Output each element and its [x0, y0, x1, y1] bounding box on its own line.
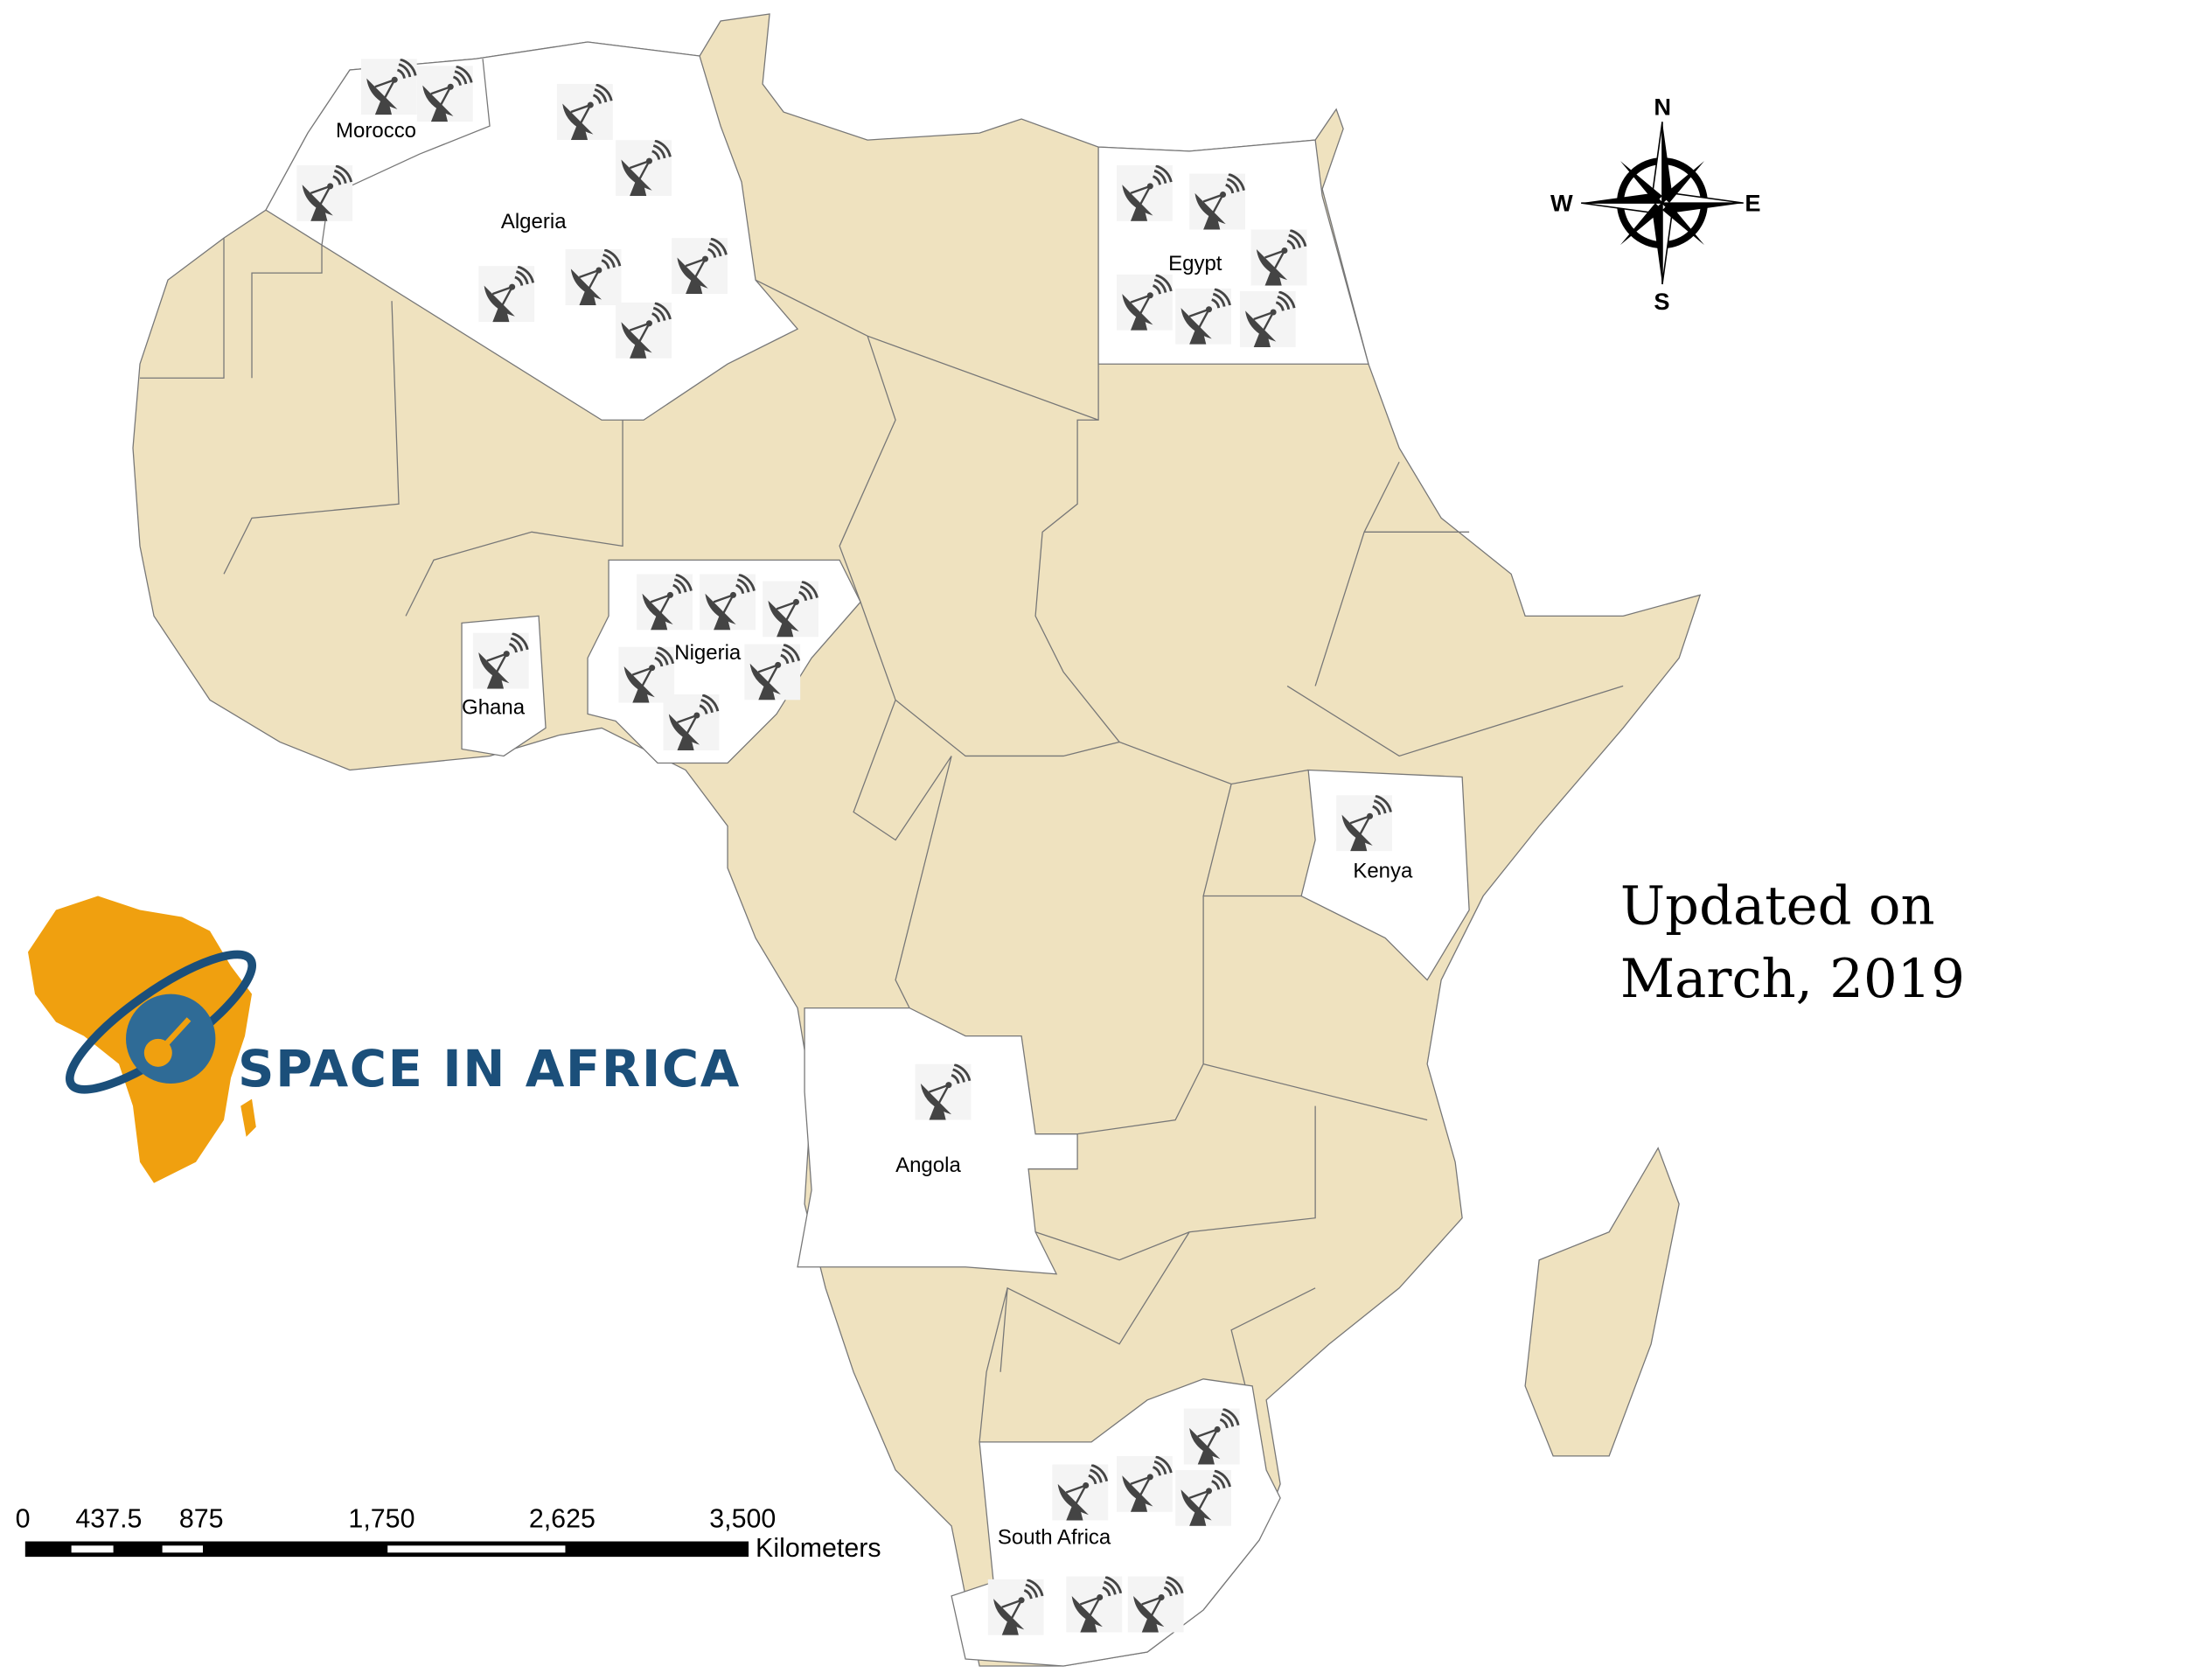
- scale-label-2: 875: [179, 1504, 224, 1534]
- label-kenya: Kenya: [1353, 860, 1413, 883]
- scale-label-3: 1,750: [348, 1504, 414, 1534]
- satellite-dish-icon: [744, 644, 801, 701]
- satellite-dish-icon: [360, 59, 417, 115]
- scale-label-0: 0: [16, 1504, 31, 1534]
- compass-rose: N S E W: [1550, 93, 1761, 315]
- satellite-dish-icon: [1127, 1576, 1184, 1633]
- satellite-dish-icon: [763, 581, 819, 638]
- satellite-dish-icon: [565, 248, 622, 305]
- satellite-dish-icon: [1336, 795, 1393, 852]
- satellite-dish-icon: [556, 84, 613, 141]
- satellite-dish-icon: [637, 574, 693, 631]
- satellite-dish-icon: [296, 164, 353, 221]
- label-south-africa: South Africa: [998, 1526, 1111, 1550]
- satellite-dish-icon: [663, 694, 720, 751]
- satellite-dish-icon: [616, 140, 672, 197]
- updated-line-1: Updated on: [1620, 876, 1935, 938]
- satellite-dish-icon: [1189, 173, 1246, 230]
- satellite-dish-icon: [1116, 274, 1173, 331]
- label-egypt: Egypt: [1168, 252, 1222, 275]
- satellite-dish-icon: [1052, 1464, 1109, 1521]
- satellite-dish-icon: [478, 266, 535, 323]
- country-angola: [797, 1007, 1078, 1275]
- madagascar: [1524, 1147, 1680, 1457]
- label-algeria: Algeria: [501, 210, 567, 234]
- updated-note: Updated on March, 2019: [1620, 876, 1965, 1010]
- compass-n: N: [1654, 93, 1671, 120]
- satellite-dish-icon: [1116, 164, 1173, 221]
- africa-landmass: [132, 13, 1702, 1667]
- label-morocco: Morocco: [336, 119, 416, 143]
- compass-w: W: [1550, 190, 1573, 217]
- satellite-dish-icon: [1116, 1455, 1173, 1512]
- compass-e: E: [1745, 190, 1760, 217]
- satellite-dish-icon: [700, 574, 756, 631]
- satellite-dish-icon: [1250, 229, 1307, 286]
- satellite-dish-icon: [1066, 1576, 1123, 1633]
- scale-label-5: 3,500: [709, 1504, 776, 1534]
- satellite-dish-icon: [1175, 1469, 1232, 1526]
- scale-bar: 0 437.5 875 1,750 2,625 3,500 Kilometers: [16, 1504, 881, 1564]
- scale-unit: Kilometers: [756, 1533, 881, 1563]
- updated-line-2: March, 2019: [1620, 949, 1965, 1010]
- scale-label-1: 437.5: [75, 1504, 142, 1534]
- label-angola: Angola: [895, 1154, 961, 1177]
- satellite-dish-icon: [616, 302, 672, 359]
- label-ghana: Ghana: [462, 695, 526, 719]
- satellite-dish-icon: [416, 66, 473, 122]
- country-labels: Morocco Algeria Egypt Nigeria Ghana Keny…: [336, 119, 1413, 1550]
- satellite-dish-icon: [1239, 290, 1296, 348]
- satellite-dish-icon: [1175, 288, 1232, 345]
- label-nigeria: Nigeria: [674, 641, 742, 665]
- satellite-dish-icon: [672, 238, 728, 295]
- scale-label-4: 2,625: [529, 1504, 596, 1534]
- satellite-dish-icon: [472, 632, 529, 689]
- compass-star-icon: [1581, 122, 1744, 285]
- compass-s: S: [1654, 288, 1669, 315]
- satellite-dish-icon: [915, 1063, 972, 1120]
- satellite-dish-icon: [1183, 1408, 1240, 1465]
- logo-text: SPACE IN AFRICA: [238, 1040, 741, 1098]
- satellite-dish-icon: [987, 1579, 1044, 1635]
- space-in-africa-logo: SPACE IN AFRICA: [28, 896, 741, 1183]
